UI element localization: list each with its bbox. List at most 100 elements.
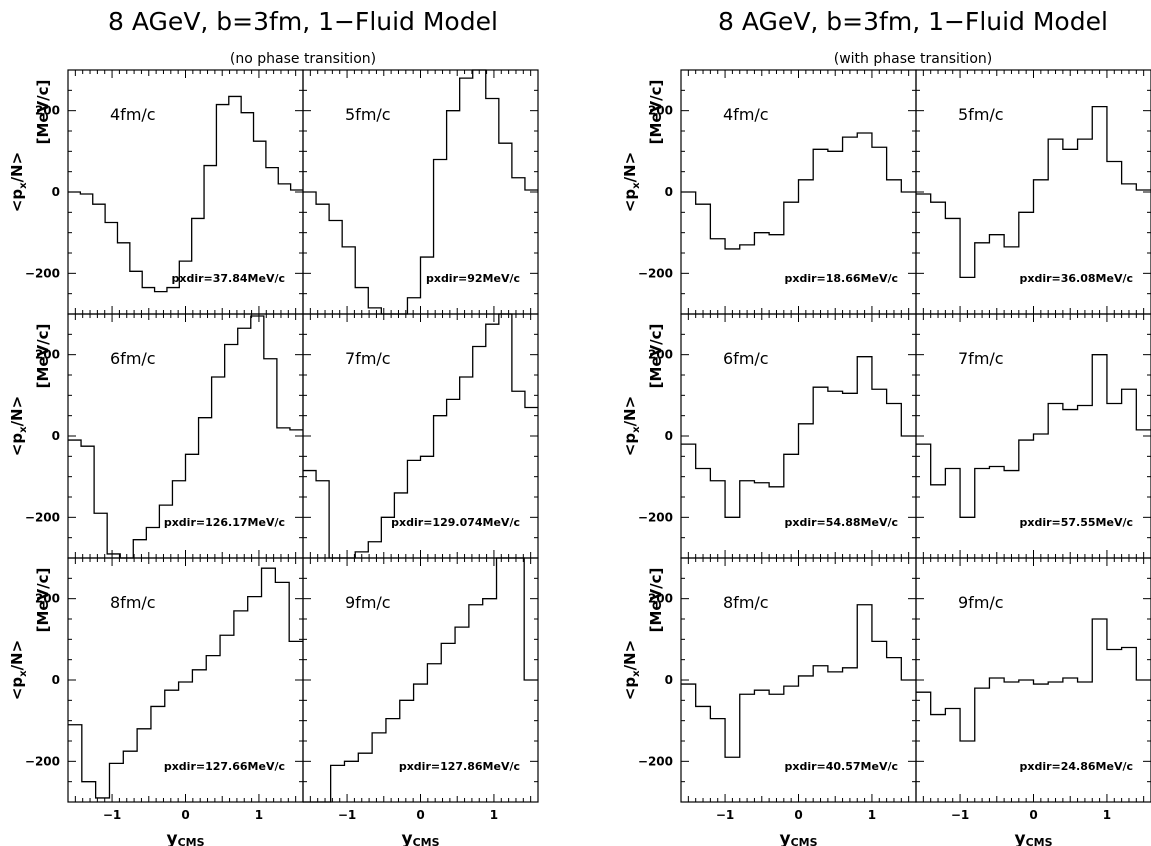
- y-axis-unit: [MeV/c]: [647, 324, 665, 389]
- panel-pxdir-label: pxdir=57.55MeV/c: [1019, 516, 1133, 529]
- x-axis-label-sub: CMS: [178, 836, 205, 846]
- x-axis-label: yCMS: [401, 829, 439, 846]
- y-axis-unit: [MeV/c]: [34, 324, 52, 389]
- y-tick-label: 200: [35, 592, 60, 606]
- y-axis-label-main: <p: [621, 189, 639, 213]
- x-tick-label: 0: [1029, 808, 1037, 822]
- panel-time-label: 4fm/c: [723, 105, 769, 124]
- series-line: [916, 618, 1151, 742]
- y-axis-label-sub: x: [631, 182, 642, 189]
- y-axis-unit: [MeV/c]: [34, 80, 52, 145]
- panel-pxdir-label: pxdir=18.66MeV/c: [784, 272, 898, 285]
- panel-1: 4fm/c pxdir=18.66MeV/c 200 0 −200 <px/N> [MeV/…: [621, 69, 917, 315]
- panel-pxdir-label: pxdir=36.08MeV/c: [1019, 272, 1133, 285]
- y-tick-label: 200: [35, 104, 60, 118]
- panel-pxdir-label: pxdir=126.17MeV/c: [164, 516, 285, 529]
- y-axis-label-post: /N>: [8, 152, 26, 183]
- series-line: [303, 557, 538, 803]
- panel-pxdir-label: pxdir=127.66MeV/c: [164, 760, 285, 773]
- series-line: [916, 354, 1151, 518]
- panel-6: 9fm/c pxdir=24.86MeV/c −1 0 1 yCMS: [915, 557, 1151, 846]
- panel-time-label: 5fm/c: [345, 105, 391, 124]
- panel-time-label: 8fm/c: [723, 593, 769, 612]
- x-tick-label: 0: [181, 808, 189, 822]
- series-line: [68, 315, 303, 559]
- x-tick-label: −1: [951, 808, 969, 822]
- y-axis-label-post: /N>: [621, 152, 639, 183]
- panel-2: 5fm/c pxdir=92MeV/c: [302, 69, 539, 315]
- x-tick-label: 1: [1103, 808, 1111, 822]
- y-tick-label: 200: [648, 348, 673, 362]
- y-axis-unit: [MeV/c]: [647, 568, 665, 633]
- y-axis-label-main: <p: [621, 433, 639, 457]
- x-tick-label: 1: [490, 808, 498, 822]
- y-axis-label-post: /N>: [8, 396, 26, 427]
- chart-1: 8 AGeV, b=3fm, 1−Fluid Model (no phase tr…: [8, 7, 539, 846]
- panel-time-label: 6fm/c: [723, 349, 769, 368]
- y-tick-label: 0: [665, 429, 673, 443]
- y-tick-label: −200: [25, 266, 60, 280]
- y-tick-label: −200: [638, 510, 673, 524]
- panel-time-label: 7fm/c: [345, 349, 391, 368]
- y-axis-label-main: <p: [8, 433, 26, 457]
- panel-3: 6fm/c pxdir=54.88MeV/c 200 0 −200 <px/N> [MeV/…: [621, 313, 917, 559]
- y-axis-label-main: <p: [8, 189, 26, 213]
- x-axis-label-sub: CMS: [1026, 836, 1053, 846]
- y-axis-label-sub: x: [631, 670, 642, 677]
- series-line: [681, 604, 916, 758]
- y-axis-label: <px/N>: [8, 396, 29, 456]
- panel-pxdir-label: pxdir=127.86MeV/c: [399, 760, 520, 773]
- y-tick-label: 200: [648, 104, 673, 118]
- series-line: [681, 132, 916, 250]
- panel-time-label: 6fm/c: [110, 349, 156, 368]
- y-tick-label: 0: [665, 185, 673, 199]
- panel-5: 8fm/c pxdir=40.57MeV/c 200 0 −200 <px/N> [MeV/…: [621, 557, 917, 846]
- x-tick-label: −1: [103, 808, 121, 822]
- y-axis-unit: [MeV/c]: [647, 80, 665, 145]
- y-axis-label: <px/N>: [621, 640, 642, 700]
- panel-5: 8fm/c pxdir=127.66MeV/c 200 0 −200 <px/N> [MeV…: [8, 557, 304, 846]
- panel-pxdir-label: pxdir=24.86MeV/c: [1019, 760, 1133, 773]
- panel-pxdir-label: pxdir=40.57MeV/c: [784, 760, 898, 773]
- chart-title: 8 AGeV, b=3fm, 1−Fluid Model: [718, 7, 1108, 36]
- y-axis-label: <px/N>: [621, 396, 642, 456]
- x-tick-label: −1: [716, 808, 734, 822]
- y-tick-label: 200: [35, 348, 60, 362]
- y-tick-label: −200: [25, 754, 60, 768]
- x-axis-label-sub: CMS: [791, 836, 818, 846]
- y-axis-label-post: /N>: [621, 396, 639, 427]
- y-tick-label: 0: [52, 185, 60, 199]
- y-axis-label-post: /N>: [8, 640, 26, 671]
- chart-title: 8 AGeV, b=3fm, 1−Fluid Model: [108, 7, 498, 36]
- series-line: [681, 356, 916, 518]
- y-axis-label: <px/N>: [8, 640, 29, 700]
- x-tick-label: 0: [416, 808, 424, 822]
- y-axis-label-post: /N>: [621, 640, 639, 671]
- panel-time-label: 9fm/c: [958, 593, 1004, 612]
- chart-subtitle: (no phase transition): [230, 51, 376, 67]
- panel-pxdir-label: pxdir=92MeV/c: [426, 272, 520, 285]
- panel-4: 7fm/c pxdir=57.55MeV/c: [915, 313, 1151, 559]
- panel-time-label: 7fm/c: [958, 349, 1004, 368]
- x-axis-label: yCMS: [779, 829, 817, 846]
- x-tick-label: −1: [338, 808, 356, 822]
- series-line: [916, 105, 1151, 279]
- panel-time-label: 8fm/c: [110, 593, 156, 612]
- x-axis-label-sub: CMS: [413, 836, 440, 846]
- panel-time-label: 4fm/c: [110, 105, 156, 124]
- x-axis-label-main: y: [166, 829, 177, 846]
- y-tick-label: 0: [52, 429, 60, 443]
- series-line: [303, 69, 538, 315]
- panel-time-label: 5fm/c: [958, 105, 1004, 124]
- y-axis-label-sub: x: [18, 426, 29, 433]
- y-tick-label: 200: [648, 592, 673, 606]
- y-tick-label: 0: [52, 673, 60, 687]
- x-axis-label-main: y: [1014, 829, 1025, 846]
- y-axis-label: <px/N>: [8, 152, 29, 212]
- panel-3: 6fm/c pxdir=126.17MeV/c 200 0 −200 <px/N> [MeV…: [8, 313, 304, 559]
- y-tick-label: 0: [665, 673, 673, 687]
- y-axis-label-sub: x: [18, 182, 29, 189]
- panel-time-label: 9fm/c: [345, 593, 391, 612]
- x-axis-label-main: y: [401, 829, 412, 846]
